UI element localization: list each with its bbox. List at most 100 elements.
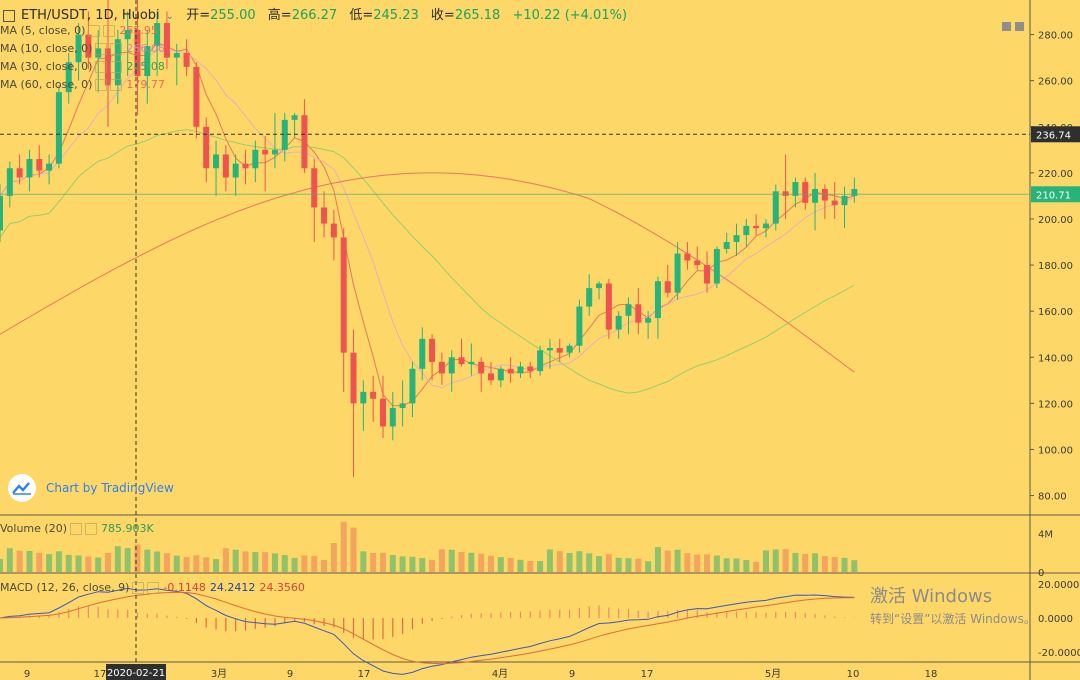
ma60-legend[interactable]: MA (60, close, 0) 179.77 (0, 78, 165, 91)
y-tick-label: 220.00 (1038, 169, 1073, 180)
ma10-legend-value: 266.06 (126, 42, 165, 55)
candle-body (291, 115, 298, 120)
volume-bar (301, 555, 308, 572)
candle-body (389, 407, 396, 427)
chevron-down-icon[interactable]: ⌄ (165, 11, 175, 22)
restore-icon[interactable] (1015, 22, 1024, 31)
gear-icon[interactable] (110, 79, 123, 91)
volume-bar (163, 553, 170, 572)
ma5-legend-label: MA (5, close, 0) (0, 24, 86, 37)
candle-body (183, 53, 190, 67)
candle-body (242, 163, 249, 169)
tradingview-watermark[interactable]: Chart by TradingView (8, 474, 174, 502)
eye-icon[interactable] (95, 43, 108, 55)
volume-bar (0, 558, 3, 572)
volume-bar (399, 556, 406, 572)
gear-icon[interactable] (147, 582, 160, 594)
candle-body (792, 182, 799, 196)
volume-bar (448, 549, 455, 572)
eye-icon[interactable] (95, 61, 108, 73)
candle-body (163, 23, 170, 58)
volume-bar (635, 558, 642, 572)
candle-body (144, 46, 151, 77)
volume-bar (527, 560, 534, 572)
volume-bar (134, 544, 141, 572)
tradingview-logo-icon (8, 474, 36, 502)
candle-body (448, 357, 455, 374)
open-label: 开 (186, 8, 200, 23)
candle-body (458, 357, 465, 365)
volume-bar (615, 557, 622, 572)
y-tick-label: 280.00 (1038, 31, 1073, 42)
candle-body (733, 235, 740, 243)
candle-body (399, 403, 406, 408)
macd-signal-line (0, 591, 855, 665)
candle-body (222, 154, 229, 178)
candle-body (154, 23, 161, 47)
volume-bar (468, 552, 475, 572)
volume-bar (792, 552, 799, 572)
volume-bar (841, 557, 848, 572)
candle-body (556, 348, 563, 353)
volume-bar (95, 557, 102, 572)
volume-bar (173, 555, 180, 572)
volume-bar (429, 559, 436, 572)
gear-icon[interactable] (85, 523, 97, 535)
high-label: 高 (267, 8, 281, 23)
pane-controls (998, 16, 1024, 35)
candle-body (566, 345, 573, 353)
candle-body (232, 163, 239, 178)
volume-bar (183, 557, 190, 572)
macd-tick-label: -20.0000 (1038, 648, 1080, 659)
x-tick-label: 4月 (492, 668, 508, 680)
gear-icon[interactable] (110, 43, 123, 55)
volume-bar (16, 550, 23, 572)
candle-body (586, 288, 593, 307)
volume-bar (311, 555, 318, 572)
eye-icon[interactable] (132, 582, 145, 594)
candle-body (360, 391, 367, 404)
volume-bar (802, 553, 809, 572)
candle-body (55, 92, 62, 164)
macd-legend-label: MACD (12, 26, close, 9) (0, 581, 130, 594)
candle-body (379, 398, 386, 427)
eye-icon[interactable] (95, 79, 108, 91)
ma5-line (0, 42, 855, 407)
x-tick-label: 5月 (765, 668, 781, 680)
candle-body (753, 225, 760, 229)
candle-body (654, 281, 661, 319)
volume-bar (753, 561, 760, 572)
close-label: 收 (430, 8, 444, 23)
maximize-icon[interactable] (1002, 22, 1011, 31)
volume-legend[interactable]: Volume (20) 785.903K (0, 522, 154, 535)
gear-icon[interactable] (103, 25, 116, 37)
candle-body (271, 149, 278, 155)
gear-icon[interactable] (110, 61, 123, 73)
volume-legend-label: Volume (20) (0, 522, 67, 535)
macd-legend[interactable]: MACD (12, 26, close, 9) -0.1148 24.2412 24.… (0, 581, 305, 594)
symbol-title[interactable]: ETH/USDT, 1D, Huobi (21, 8, 160, 23)
ma5-legend[interactable]: MA (5, close, 0) 255.95 (0, 24, 158, 37)
volume-bar (291, 557, 298, 572)
volume-bar (625, 558, 632, 572)
volume-bar (340, 521, 347, 572)
candle-body (85, 34, 92, 58)
ma30-legend[interactable]: MA (30, close, 0) 215.08 (0, 60, 165, 73)
candle-body (468, 361, 475, 365)
eye-icon[interactable] (70, 523, 82, 535)
volume-bar (350, 527, 357, 572)
eye-icon[interactable] (88, 25, 101, 37)
volume-bar (360, 551, 367, 572)
menu-icon[interactable] (3, 9, 15, 22)
candle-body (537, 350, 544, 372)
volume-bar (743, 560, 750, 572)
volume-bar (694, 554, 701, 572)
candle-body (134, 29, 141, 77)
volume-bar (645, 561, 652, 572)
volume-bar (733, 558, 740, 572)
candle-body (605, 283, 612, 330)
volume-bar (704, 554, 711, 572)
ma10-legend[interactable]: MA (10, close, 0) 266.06 (0, 42, 165, 55)
candle-body (0, 195, 3, 231)
